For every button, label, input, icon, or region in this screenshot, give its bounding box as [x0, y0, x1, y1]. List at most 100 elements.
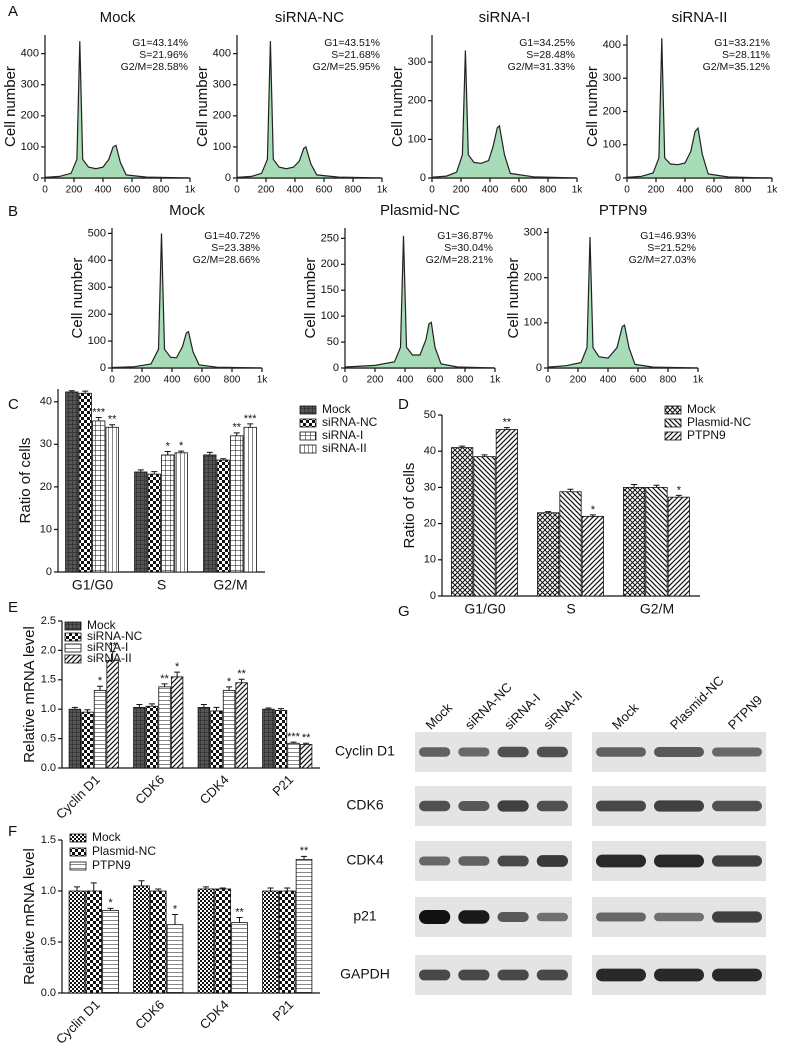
y-tick-label: 200 — [88, 308, 106, 320]
x-tick-label: CDK4 — [197, 772, 232, 807]
y-tick-label: 150 — [321, 284, 339, 296]
y-axis-label: Ratio of cells — [401, 463, 418, 549]
x-tick-label: 200 — [134, 375, 151, 386]
x-tick-label: 200 — [258, 185, 275, 196]
y-tick-label: 30 — [40, 438, 52, 450]
legend-label: PTPN9 — [92, 858, 131, 872]
x-tick-label: 400 — [287, 185, 304, 196]
x-tick-label: 600 — [124, 185, 141, 196]
y-axis-label: Ratio of cells — [17, 438, 34, 524]
x-tick-label: 800 — [540, 185, 557, 196]
bar — [274, 709, 288, 769]
y-tick-label: 100 — [524, 317, 542, 329]
bar — [85, 890, 103, 994]
significance: ** — [235, 906, 244, 918]
error-bar — [97, 685, 104, 691]
bar — [149, 890, 167, 994]
band — [596, 747, 646, 757]
error-bar — [161, 683, 168, 687]
x-tick-label: 0 — [429, 185, 435, 196]
error-bar — [155, 888, 162, 891]
legend-swatch — [664, 418, 682, 428]
bar — [581, 515, 604, 597]
legend-label: siRNA-II — [322, 441, 367, 455]
significance: * — [227, 676, 232, 688]
band — [536, 746, 568, 758]
legend-swatch — [69, 861, 87, 871]
y-tick-label: 1.0 — [41, 885, 56, 897]
error-bar — [503, 427, 510, 430]
x-tick-label: 0 — [624, 185, 630, 196]
x-tick-label: 400 — [600, 375, 617, 386]
annotation: G2/M=28.21% — [426, 254, 493, 266]
y-tick-label: 500 — [88, 227, 106, 239]
bar — [166, 924, 184, 994]
histogram-curve — [236, 41, 383, 179]
band — [712, 800, 762, 812]
band — [419, 910, 451, 924]
bar — [295, 858, 313, 994]
significance: ** — [302, 732, 311, 744]
x-tick-label: 0 — [545, 375, 551, 386]
bar — [473, 456, 496, 597]
legend-label: siRNA-NC — [87, 629, 143, 643]
bar — [145, 705, 159, 769]
chart-title: Plasmid-NC — [380, 202, 460, 219]
y-tick-label: 0 — [46, 566, 52, 578]
band — [419, 856, 451, 866]
error-bar — [290, 741, 297, 744]
y-axis-label: Cell number — [69, 258, 86, 339]
error-bar — [459, 445, 466, 448]
y-tick-label: 400 — [21, 48, 39, 60]
error-bar — [137, 469, 144, 472]
x-tick-label: 1k — [377, 185, 389, 196]
error-bar — [301, 855, 308, 860]
y-axis-label: Cell number — [505, 258, 522, 339]
band — [596, 968, 646, 982]
error-bar — [84, 709, 91, 713]
y-tick-label: 0.0 — [41, 987, 56, 999]
band — [654, 968, 704, 982]
y-axis-label: Cell number — [2, 66, 19, 147]
lane-label: Mock — [423, 700, 456, 733]
y-tick-label: 200 — [408, 95, 426, 107]
bar — [262, 890, 279, 994]
x-tick-label: 400 — [677, 185, 694, 196]
y-tick-label: 300 — [603, 72, 621, 84]
band — [596, 854, 646, 868]
panel-label: G — [398, 603, 410, 620]
legend-label: Mock — [87, 618, 117, 632]
y-tick-label: 0 — [536, 362, 542, 374]
band — [712, 968, 762, 982]
x-tick-label: 1k — [185, 185, 197, 196]
significance: ** — [300, 845, 309, 857]
error-bar — [238, 678, 245, 683]
error-bar — [236, 917, 243, 923]
bar — [65, 391, 79, 573]
error-bar — [68, 390, 75, 392]
x-tick-label: CDK6 — [132, 997, 167, 1032]
legend-swatch — [664, 405, 682, 415]
band — [536, 855, 568, 867]
y-tick-label: 200 — [603, 105, 621, 117]
chart-title: siRNA-NC — [275, 9, 344, 26]
significance: * — [175, 661, 180, 673]
bar — [216, 459, 230, 573]
band — [458, 801, 490, 811]
chart-title: siRNA-I — [479, 9, 531, 26]
histogram-curve — [111, 233, 263, 369]
significance: ** — [503, 417, 512, 429]
bar — [230, 435, 244, 573]
band — [536, 800, 568, 812]
x-tick-label: 400 — [397, 375, 414, 386]
annotation: G2/M=31.33% — [508, 61, 575, 73]
significance: ** — [237, 668, 246, 680]
annotation: S=30.04% — [444, 242, 493, 254]
band — [536, 969, 568, 981]
x-tick-label: G2/M — [213, 577, 247, 593]
x-tick-label: Cyclin D1 — [53, 997, 103, 1047]
error-bar — [109, 651, 116, 661]
histogram-curve — [44, 41, 191, 179]
annotation: G2/M=28.66% — [193, 254, 260, 266]
bar — [93, 689, 107, 769]
